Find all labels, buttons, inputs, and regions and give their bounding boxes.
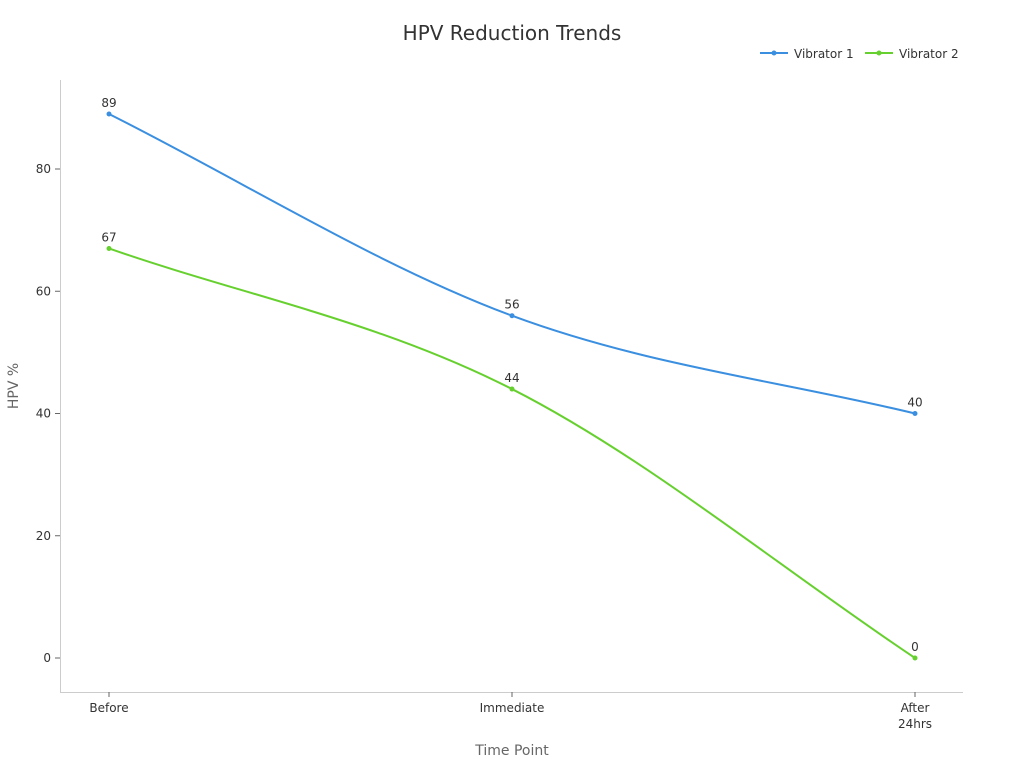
- data-label: 40: [907, 396, 922, 410]
- y-tick-label: 0: [43, 651, 51, 665]
- y-tick-label: 80: [36, 162, 51, 176]
- data-label: 56: [504, 298, 519, 312]
- series-vibrator-1: 89 56 40: [101, 96, 923, 416]
- x-tick-label: Immediate: [480, 701, 545, 715]
- legend-marker-icon: [771, 50, 777, 56]
- legend-item-vibrator-1[interactable]: Vibrator 1: [760, 47, 854, 61]
- data-point[interactable]: [106, 111, 112, 117]
- legend-label: Vibrator 2: [899, 47, 959, 61]
- axes: [60, 80, 963, 693]
- legend-label: Vibrator 1: [794, 47, 854, 61]
- data-point[interactable]: [509, 386, 515, 392]
- x-tick-label: After: [901, 701, 930, 715]
- series-group: 89 56 40 67 44 0: [101, 96, 923, 661]
- x-tick-label: Before: [89, 701, 128, 715]
- chart-title: HPV Reduction Trends: [403, 21, 622, 45]
- y-axis-label: HPV %: [6, 363, 22, 409]
- data-label: 0: [911, 640, 919, 654]
- legend: Vibrator 1 Vibrator 2: [760, 47, 959, 61]
- x-tick-label: 24hrs: [898, 717, 932, 731]
- y-tick-label: 40: [36, 407, 51, 421]
- data-point[interactable]: [106, 245, 112, 251]
- legend-item-vibrator-2[interactable]: Vibrator 2: [865, 47, 959, 61]
- data-point[interactable]: [912, 655, 918, 661]
- data-label: 67: [101, 230, 116, 244]
- data-point[interactable]: [509, 313, 515, 319]
- legend-marker-icon: [876, 50, 882, 56]
- y-axis-ticks: 0 20 40 60 80: [36, 162, 60, 665]
- data-label: 89: [101, 96, 116, 110]
- series-line: [108, 113, 916, 415]
- x-axis-ticks: Before Immediate After 24hrs: [89, 692, 932, 731]
- y-tick-label: 60: [36, 284, 51, 298]
- data-point[interactable]: [912, 411, 918, 416]
- series-vibrator-2: 67 44 0: [101, 230, 919, 661]
- y-tick-label: 20: [36, 529, 51, 543]
- data-label: 44: [504, 371, 519, 385]
- x-axis-label: Time Point: [474, 743, 549, 759]
